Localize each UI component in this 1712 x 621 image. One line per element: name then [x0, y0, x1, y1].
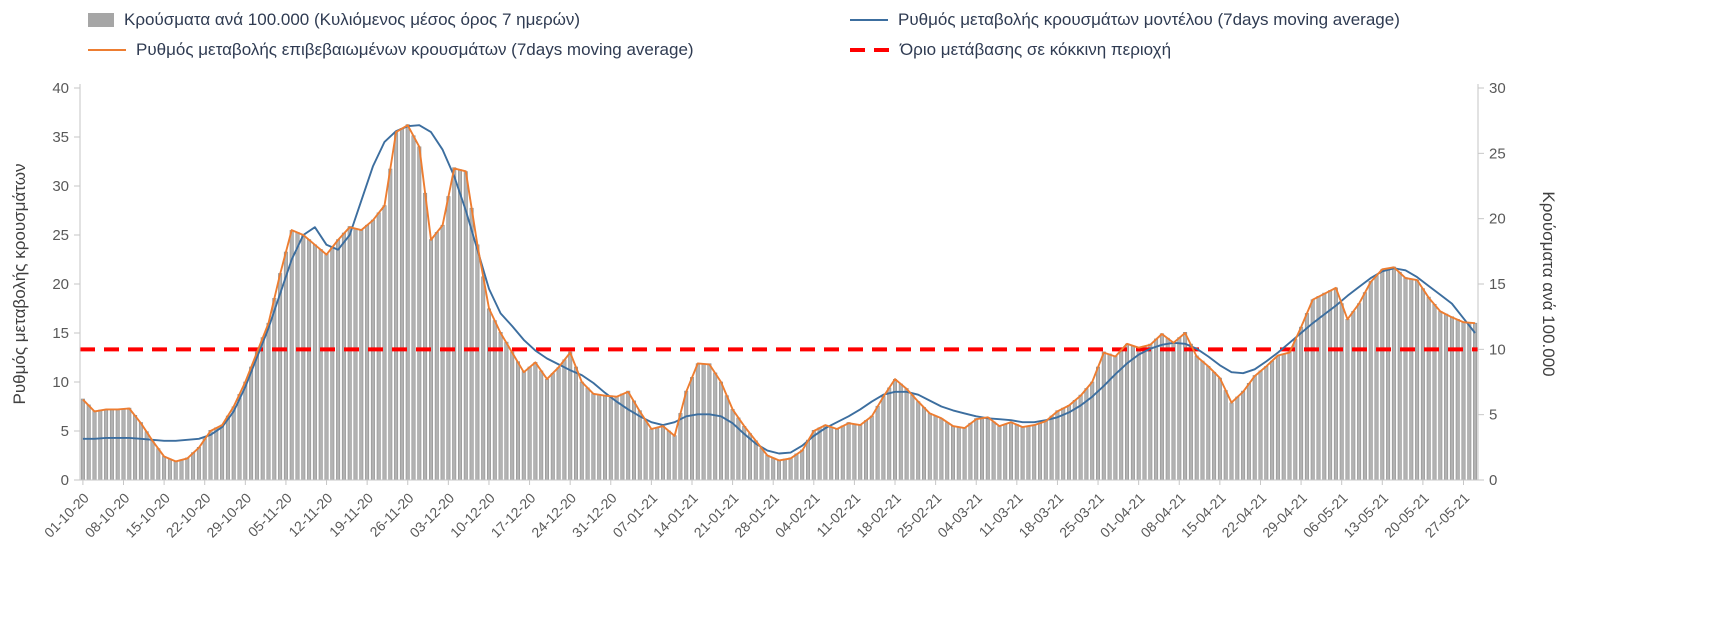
legend-label-threshold: Όριο μετάβασης σε κόκκινη περιοχή [900, 40, 1172, 59]
cases-bars-series [80, 124, 1478, 481]
chart-legend: Κρούσματα ανά 100.000 (Κυλιόμενος μέσος … [88, 10, 1400, 60]
legend-item-model-line: Ρυθμός μεταβολής κρουσμάτων μοντέλου (7d… [850, 10, 1400, 30]
svg-text:10: 10 [1489, 341, 1506, 358]
axes [74, 84, 1484, 485]
svg-text:27-05-21: 27-05-21 [1422, 489, 1473, 540]
svg-text:30: 30 [1489, 80, 1506, 97]
dashed-line-swatch-icon [850, 48, 890, 52]
svg-text:15: 15 [52, 325, 69, 342]
model-line-series [82, 124, 1476, 455]
svg-text:25: 25 [1489, 145, 1506, 162]
svg-text:10: 10 [52, 374, 69, 391]
svg-text:25: 25 [52, 227, 69, 244]
svg-text:29-10-20: 29-10-20 [203, 489, 254, 540]
svg-text:40: 40 [52, 80, 69, 97]
y-axis-title-right: Κρούσματα ανά 100.000 [1539, 191, 1558, 377]
svg-text:35: 35 [52, 129, 69, 146]
legend-item-threshold: Όριο μετάβασης σε κόκκινη περιοχή [850, 40, 1400, 60]
legend-label-confirmed-line: Ρυθμός μεταβολής επιβεβαιωμένων κρουσμάτ… [136, 40, 694, 59]
legend-label-model-line: Ρυθμός μεταβολής κρουσμάτων μοντέλου (7d… [898, 10, 1400, 29]
line-series-swatch-icon [850, 19, 888, 21]
svg-text:15: 15 [1489, 276, 1506, 293]
svg-text:19-11-20: 19-11-20 [326, 489, 376, 539]
svg-text:30: 30 [52, 178, 69, 195]
svg-text:5: 5 [1489, 407, 1497, 424]
svg-text:0: 0 [1489, 472, 1497, 489]
svg-text:0: 0 [61, 472, 69, 489]
confirmed-line-series [82, 124, 1476, 463]
bar-series-swatch-icon [88, 13, 114, 27]
svg-text:05-11-20: 05-11-20 [245, 489, 295, 539]
legend-item-cases-bars: Κρούσματα ανά 100.000 (Κυλιόμενος μέσος … [88, 10, 850, 30]
svg-text:12-11-20: 12-11-20 [285, 489, 335, 539]
svg-text:20: 20 [52, 276, 69, 293]
svg-text:04-02-21: 04-02-21 [772, 489, 823, 540]
svg-text:20: 20 [1489, 211, 1506, 228]
y-axis-title-left: Ρυθμός μεταβολής κρουσμάτων [10, 163, 29, 405]
svg-text:5: 5 [61, 423, 69, 440]
svg-text:04-03-21: 04-03-21 [934, 489, 985, 540]
legend-item-confirmed-line: Ρυθμός μεταβολής επιβεβαιωμένων κρουσμάτ… [88, 40, 850, 60]
legend-label-cases-bars: Κρούσματα ανά 100.000 (Κυλιόμενος μέσος … [124, 10, 581, 29]
line-series-swatch-icon [88, 49, 126, 51]
